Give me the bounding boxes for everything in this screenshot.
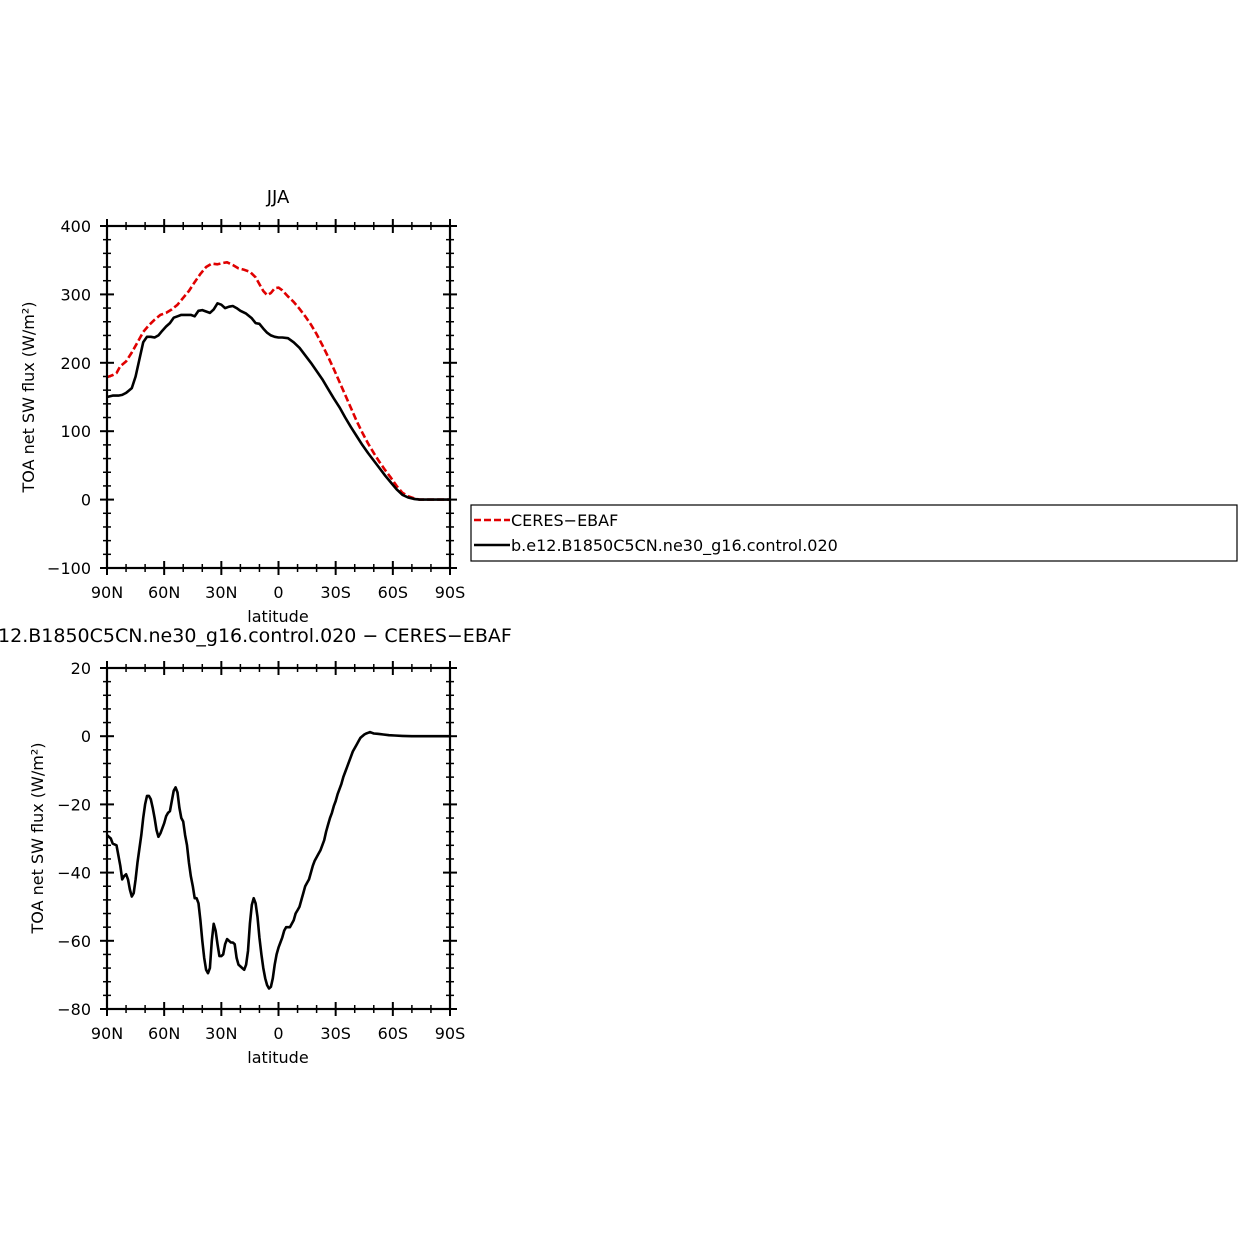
top-ylabel: TOA net SW flux (W/m²) [19,302,38,494]
bottom-xlabel: latitude [247,1048,308,1067]
bottom-ytick-label: −20 [57,795,91,814]
top-xtick-label: 90N [91,583,123,602]
top-ytick-label: 100 [60,422,91,441]
top-xtick-label: 30N [205,583,237,602]
bottom-xtick-label: 30N [205,1024,237,1043]
top-xtick-label: 60S [378,583,409,602]
bottom-ytick-label: −40 [57,864,91,883]
bottom-xtick-label: 90N [91,1024,123,1043]
legend-box [470,504,1238,562]
bottom-panel: b.e12.B1850C5CN.ne30_g16.control.020 − C… [0,625,512,1067]
series-line-difference [106,730,450,990]
top-ytick-label: 200 [60,354,91,373]
bottom-xtick-label: 60N [148,1024,180,1043]
bottom-xtick-label: 90S [435,1024,466,1043]
series-line-model-control [106,302,450,501]
bottom-ytick-label: 20 [71,659,91,678]
top-ytick-label: −100 [47,559,91,578]
legend-label-model-control: b.e12.B1850C5CN.ne30_g16.control.020 [511,536,838,556]
bottom-xtick-label: 0 [273,1024,283,1043]
top-ytick-label: 400 [60,217,91,236]
top-xlabel: latitude [247,607,308,626]
top-title: JJA [266,187,290,208]
bottom-ticks [100,661,457,1016]
bottom-ylabel: TOA net SW flux (W/m²) [28,743,47,935]
bottom-ytick-label: 0 [81,727,91,746]
top-xtick-label: 0 [273,583,283,602]
top-tick-labels: 90N 60N 30N 0 30S 60S 90S −100 0 100 200… [47,217,465,602]
top-xtick-label: 60N [148,583,180,602]
top-ytick-label: 300 [60,285,91,304]
bottom-ytick-label: −80 [57,1000,91,1019]
top-panel: JJA TOA net SW flux (W/m²) latitude 90N … [19,187,465,626]
top-plot-frame [105,224,452,570]
legend: CERES−EBAF b.e12.B1850C5CN.ne30_g16.cont… [470,504,1238,562]
top-xtick-label: 90S [435,583,466,602]
top-xtick-label: 30S [320,583,351,602]
bottom-tick-labels: 90N 60N 30N 0 30S 60S 90S −80 −60 −40 −2… [57,659,465,1043]
bottom-title: b.e12.B1850C5CN.ne30_g16.control.020 − C… [0,625,512,647]
bottom-plot-frame [105,666,452,1011]
bottom-xtick-label: 60S [378,1024,409,1043]
top-ticks [100,219,457,575]
legend-label-ceres-ebaf: CERES−EBAF [511,511,618,530]
bottom-ytick-label: −60 [57,932,91,951]
bottom-xtick-label: 30S [320,1024,351,1043]
top-ytick-label: 0 [81,491,91,510]
series-line-ceres-ebaf [106,261,450,501]
